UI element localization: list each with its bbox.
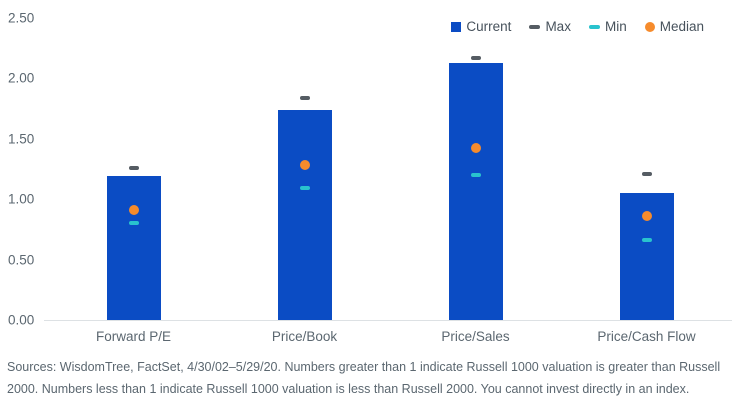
legend-label-max: Max (545, 19, 571, 34)
current-bar (448, 62, 503, 320)
source-note-line-2: 2000. Numbers less than 1 indicate Russe… (7, 382, 690, 396)
legend-label-min: Min (604, 19, 627, 34)
median-marker (128, 205, 139, 216)
y-tick-label: 1.50 (8, 131, 35, 147)
min-marker (128, 221, 139, 226)
current-bar (277, 109, 332, 320)
source-note-line-1: Sources: WisdomTree, FactSet, 4/30/02–5/… (7, 360, 721, 374)
max-marker (128, 165, 139, 170)
current-bar (106, 176, 161, 320)
min-marker (641, 238, 652, 243)
max-marker (299, 95, 310, 100)
min-marker (299, 186, 310, 191)
category-label: Price/Book (271, 329, 338, 344)
median-swatch-icon (644, 21, 655, 32)
category-label: Price/Sales (441, 329, 510, 344)
legend-label-current: Current (466, 19, 512, 34)
chart-legend: Current Max Min Median (451, 19, 704, 34)
y-tick-label: 2.00 (8, 70, 35, 86)
y-tick-label: 0.50 (8, 252, 35, 268)
legend-label-median: Median (659, 19, 704, 34)
x-axis-line (44, 320, 732, 321)
category-label: Price/Cash Flow (597, 329, 696, 344)
category-label: Forward P/E (95, 329, 172, 344)
y-tick-label: 2.50 (8, 10, 35, 26)
max-swatch-icon (529, 24, 541, 29)
current-swatch-icon (451, 21, 462, 32)
y-tick-label: 0.00 (8, 312, 35, 328)
min-swatch-icon (588, 24, 600, 29)
legend-item-max: Max (529, 19, 571, 34)
max-marker (470, 55, 481, 60)
median-marker (641, 211, 652, 222)
y-tick-label: 1.00 (8, 191, 35, 207)
max-marker (641, 171, 652, 176)
legend-item-current: Current (451, 19, 511, 34)
legend-item-min: Min (588, 19, 627, 34)
source-note: Sources: WisdomTree, FactSet, 4/30/02–5/… (7, 356, 731, 400)
median-marker (299, 160, 310, 171)
legend-item-median: Median (644, 19, 704, 34)
median-marker (470, 143, 481, 154)
min-marker (470, 173, 481, 178)
